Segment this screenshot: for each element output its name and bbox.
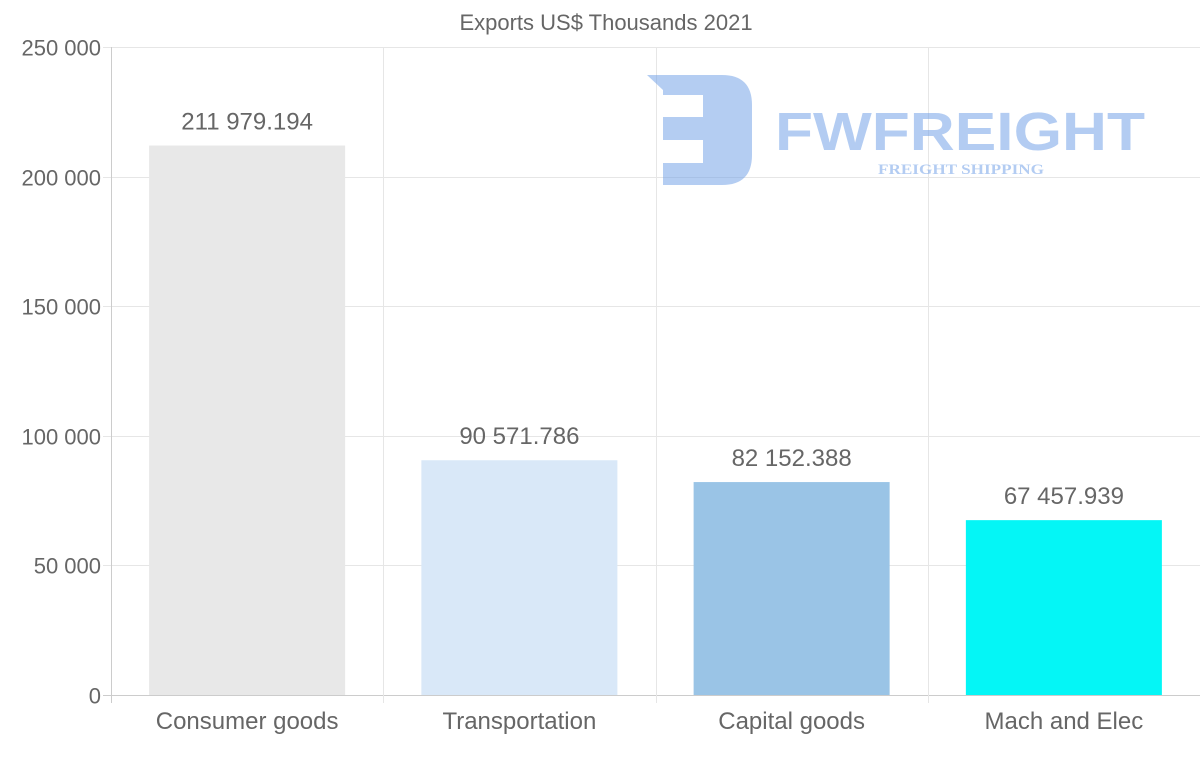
data-label: 67 457.939 — [1004, 483, 1124, 510]
data-label: 82 152.388 — [732, 445, 852, 472]
y-tick-label: 0 — [89, 684, 101, 709]
y-tick-label: 200 000 — [21, 166, 101, 191]
data-label: 90 571.786 — [459, 423, 579, 450]
y-tick-label: 100 000 — [21, 425, 101, 450]
bar-capital-goods — [693, 482, 890, 695]
x-tick-label: Capital goods — [718, 708, 865, 735]
logo-mark-icon — [647, 75, 752, 185]
y-tick-label: 50 000 — [34, 554, 101, 579]
data-label: 211 979.194 — [181, 109, 313, 136]
y-tick-label: 150 000 — [21, 295, 101, 320]
fwfreight-watermark-logo: FWFREIGHT FREIGHT SHIPPING — [647, 75, 1145, 185]
x-tick-label: Mach and Elec — [984, 708, 1143, 735]
labels: 0 50 000 100 000 150 000 200 000 250 000 211 9… — [21, 36, 1143, 736]
watermark-tagline: FREIGHT SHIPPING — [878, 162, 1044, 178]
x-tick-label: Consumer goods — [156, 708, 339, 735]
bar-transportation — [421, 460, 618, 695]
watermark-brand: FWFREIGHT — [775, 102, 1145, 162]
chart-title: Exports US$ Thousands 2021 — [459, 10, 752, 35]
bars — [149, 145, 1162, 695]
x-tick-label: Transportation — [442, 708, 596, 735]
bar-mach-and-elec — [965, 520, 1162, 695]
y-tick-label: 250 000 — [21, 36, 101, 61]
bar-consumer-goods — [149, 145, 346, 695]
